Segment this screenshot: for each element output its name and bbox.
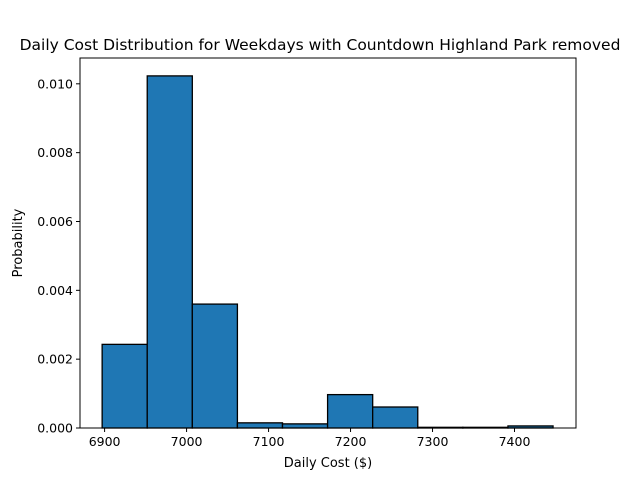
histogram-bar-1 [146, 75, 193, 429]
histogram-bar-5 [326, 393, 374, 429]
histogram-bar-0 [101, 343, 148, 429]
x-tick-label: 7400 [499, 434, 531, 449]
x-tick-label: 7100 [253, 434, 285, 449]
y-tick-label: 0.004 [37, 283, 73, 298]
x-tick-label: 7300 [417, 434, 449, 449]
y-tick-label: 0.010 [37, 76, 73, 91]
histogram-bar-6 [372, 406, 419, 429]
histogram-bar-4 [281, 423, 329, 429]
histogram-bar-3 [236, 422, 284, 429]
y-tick-label: 0.000 [37, 421, 73, 436]
y-tick-label: 0.008 [37, 145, 73, 160]
x-axis-ticks: 6900 7000 7100 7200 7300 7400 [89, 428, 531, 449]
bars-group [101, 75, 554, 429]
x-tick-label: 6900 [89, 434, 121, 449]
y-axis-ticks: 0.000 0.002 0.004 0.006 0.008 0.010 [37, 76, 80, 436]
chart-title: Daily Cost Distribution for Weekdays wit… [20, 36, 621, 54]
y-tick-label: 0.006 [37, 214, 73, 229]
axes-frame [79, 57, 577, 429]
histogram-bar-2 [191, 303, 239, 429]
y-tick-label: 0.002 [37, 352, 73, 367]
x-tick-label: 7000 [171, 434, 203, 449]
x-tick-label: 7200 [335, 434, 367, 449]
x-axis-label: Daily Cost ($) [284, 456, 372, 471]
y-axis-label: Probability [11, 208, 26, 277]
